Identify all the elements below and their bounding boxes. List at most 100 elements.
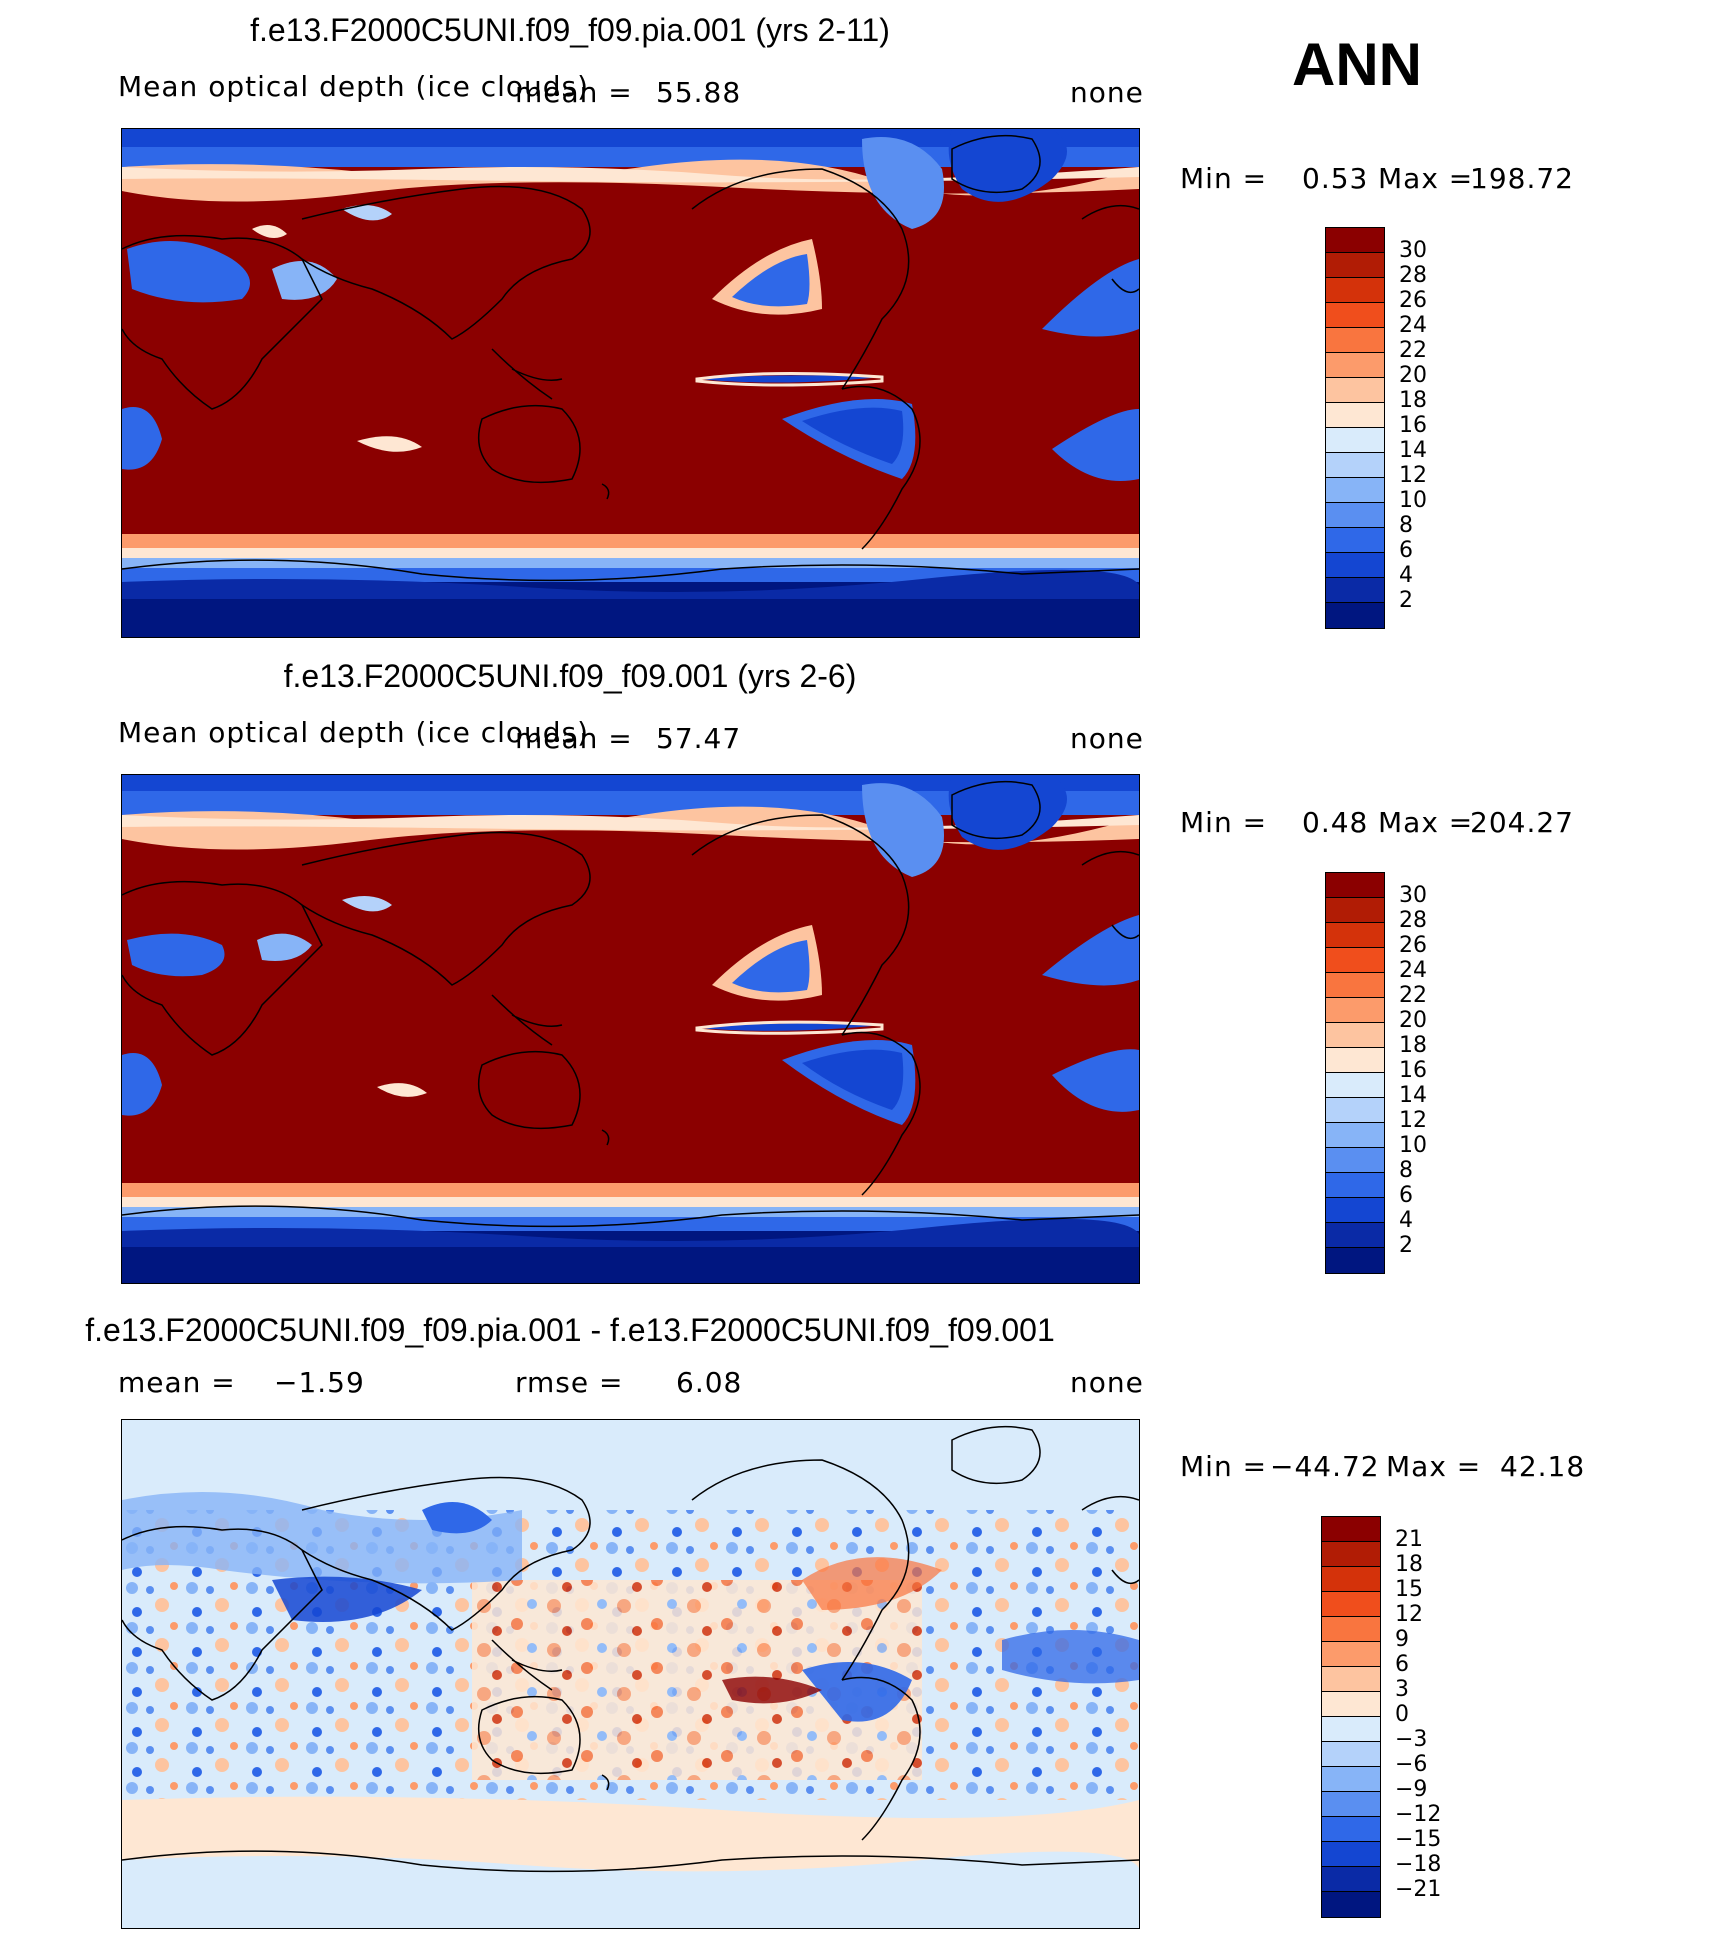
panel2-title: f.e13.F2000C5UNI.f09_f09.001 (yrs 2-6): [283, 658, 857, 694]
panel3-rmse-value: 6.08: [676, 1366, 743, 1399]
colorbar-tick-label: 8: [1399, 1158, 1413, 1183]
colorbar-tick-label: 20: [1399, 363, 1427, 388]
colorbar-tick-label: 12: [1399, 1108, 1427, 1133]
panel3-colorbar: [1321, 1516, 1381, 1918]
colorbar-tick-label: 28: [1399, 908, 1427, 933]
colorbar-swatch: [1326, 873, 1384, 898]
panel3-mean-value: −1.59: [274, 1366, 365, 1399]
colorbar-swatch: [1322, 1717, 1380, 1742]
colorbar-swatch: [1322, 1792, 1380, 1817]
panel2-colorbar: [1325, 872, 1385, 1274]
colorbar-tick-label: 16: [1399, 1058, 1427, 1083]
panel1-map: [121, 128, 1140, 638]
panel3-units: none: [1070, 1366, 1144, 1399]
colorbar-swatch: [1326, 378, 1384, 403]
colorbar-swatch: [1322, 1692, 1380, 1717]
colorbar-tick-label: 6: [1399, 1183, 1413, 1208]
colorbar-swatch: [1322, 1617, 1380, 1642]
coastlines: [122, 780, 1139, 1228]
colorbar-swatch: [1326, 278, 1384, 303]
colorbar-tick-label: 14: [1399, 1083, 1427, 1108]
colorbar-swatch: [1326, 1073, 1384, 1098]
colorbar-swatch: [1326, 228, 1384, 253]
colorbar-tick-label: 30: [1399, 238, 1427, 263]
panel2-min-label: Min =: [1180, 806, 1268, 839]
colorbar-tick-label: −21: [1395, 1877, 1442, 1902]
colorbar-tick-label: 2: [1399, 588, 1413, 613]
colorbar-tick-label: 10: [1399, 1133, 1427, 1158]
panel2-mean-label: mean =: [515, 722, 633, 755]
colorbar-swatch: [1326, 603, 1384, 628]
colorbar-swatch: [1326, 403, 1384, 428]
colorbar-swatch: [1326, 453, 1384, 478]
season-label: ANN: [1292, 31, 1422, 98]
panel1-colorbar: [1325, 227, 1385, 629]
colorbar-tick-label: 18: [1399, 1033, 1427, 1058]
colorbar-tick-label: 6: [1399, 538, 1413, 563]
panel1-mean-value: 55.88: [656, 76, 742, 109]
colorbar-tick-label: 26: [1399, 933, 1427, 958]
panel1-min-value: 0.53: [1302, 162, 1369, 195]
colorbar-swatch: [1326, 578, 1384, 603]
colorbar-swatch: [1322, 1767, 1380, 1792]
panel3-max-label: Max =: [1386, 1450, 1482, 1483]
colorbar-swatch: [1326, 353, 1384, 378]
panel1-mean-label: mean =: [515, 76, 633, 109]
panel3-map: [121, 1419, 1140, 1929]
colorbar-swatch: [1322, 1542, 1380, 1567]
colorbar-swatch: [1326, 1023, 1384, 1048]
coastlines: [122, 1425, 1139, 1873]
colorbar-swatch: [1326, 1123, 1384, 1148]
colorbar-tick-label: 24: [1399, 958, 1427, 983]
colorbar-swatch: [1326, 478, 1384, 503]
panel3-map-field: [122, 1420, 1139, 1928]
colorbar-tick-label: 24: [1399, 313, 1427, 338]
colorbar-swatch: [1326, 998, 1384, 1023]
colorbar-tick-label: 26: [1399, 288, 1427, 313]
panel3-title: f.e13.F2000C5UNI.f09_f09.pia.001 - f.e13…: [85, 1312, 1055, 1348]
panel1-units: none: [1070, 76, 1144, 109]
colorbar-tick-label: 10: [1399, 488, 1427, 513]
colorbar-swatch: [1322, 1592, 1380, 1617]
colorbar-tick-label: 3: [1395, 1677, 1409, 1702]
colorbar-tick-label: 0: [1395, 1702, 1409, 1727]
colorbar-tick-label: 12: [1395, 1602, 1423, 1627]
colorbar-tick-label: 21: [1395, 1527, 1423, 1552]
colorbar-tick-label: −3: [1395, 1727, 1428, 1752]
coastlines: [122, 134, 1139, 582]
colorbar-swatch: [1322, 1817, 1380, 1842]
panel3-rmse-label: rmse =: [515, 1366, 624, 1399]
panel3-mean-label: mean =: [118, 1366, 236, 1399]
colorbar-swatch: [1326, 923, 1384, 948]
colorbar-swatch: [1322, 1517, 1380, 1542]
colorbar-tick-label: 2: [1399, 1233, 1413, 1258]
colorbar-swatch: [1322, 1742, 1380, 1767]
colorbar-tick-label: −18: [1395, 1852, 1442, 1877]
colorbar-tick-label: 4: [1399, 563, 1413, 588]
colorbar-tick-label: 15: [1395, 1577, 1423, 1602]
colorbar-tick-label: 30: [1399, 883, 1427, 908]
colorbar-tick-label: 6: [1395, 1652, 1409, 1677]
colorbar-tick-label: 28: [1399, 263, 1427, 288]
panel2-max-value: 204.27: [1470, 806, 1574, 839]
panel1-max-value: 198.72: [1470, 162, 1574, 195]
colorbar-swatch: [1322, 1842, 1380, 1867]
colorbar-tick-label: 20: [1399, 1008, 1427, 1033]
panel2-max-label: Max =: [1378, 806, 1474, 839]
colorbar-tick-label: −15: [1395, 1827, 1442, 1852]
panel2-variable: Mean optical depth (ice clouds): [118, 716, 590, 749]
colorbar-tick-label: 18: [1395, 1552, 1423, 1577]
colorbar-swatch: [1326, 898, 1384, 923]
panel1-title: f.e13.F2000C5UNI.f09_f09.pia.001 (yrs 2-…: [250, 12, 890, 48]
colorbar-swatch: [1326, 948, 1384, 973]
colorbar-swatch: [1322, 1867, 1380, 1892]
colorbar-swatch: [1326, 1048, 1384, 1073]
colorbar-tick-label: −6: [1395, 1752, 1428, 1777]
colorbar-swatch: [1326, 1248, 1384, 1273]
colorbar-tick-label: 14: [1399, 438, 1427, 463]
colorbar-swatch: [1326, 253, 1384, 278]
colorbar-swatch: [1326, 503, 1384, 528]
colorbar-tick-label: 12: [1399, 463, 1427, 488]
panel2-mean-value: 57.47: [656, 722, 742, 755]
colorbar-swatch: [1326, 1098, 1384, 1123]
